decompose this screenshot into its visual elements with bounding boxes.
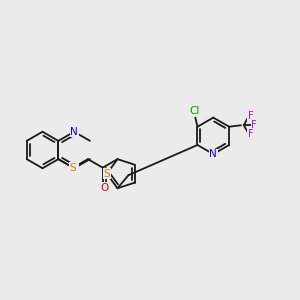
Text: N: N: [209, 149, 217, 159]
Text: F: F: [248, 129, 253, 139]
Text: O: O: [100, 183, 108, 193]
Text: N: N: [70, 163, 78, 173]
Text: F: F: [251, 120, 257, 130]
Text: N: N: [70, 127, 78, 137]
Text: Cl: Cl: [189, 106, 200, 116]
Text: S: S: [103, 169, 110, 179]
Text: F: F: [248, 111, 253, 121]
Text: S: S: [70, 163, 76, 173]
